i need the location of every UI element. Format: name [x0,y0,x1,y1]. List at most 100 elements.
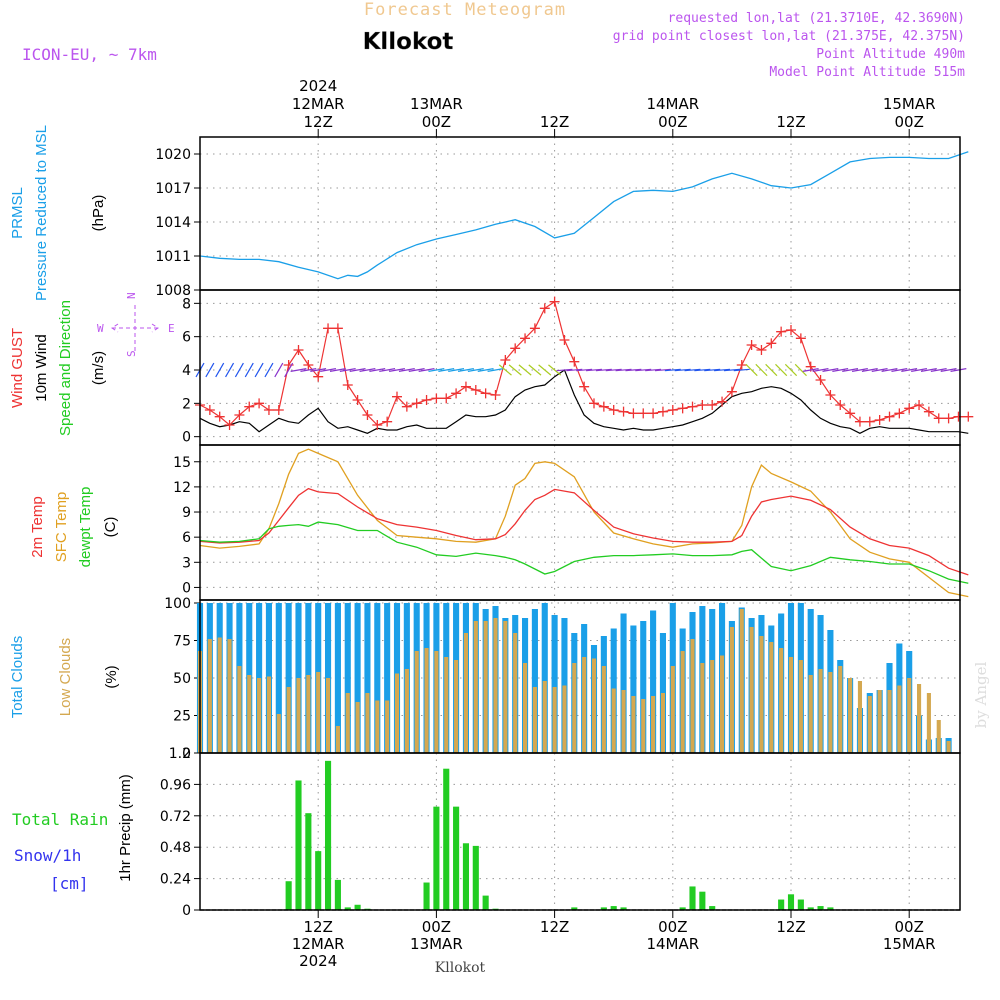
gust-marker [254,398,265,409]
total-cloud-bar [551,615,558,753]
low-cloud-bar [848,678,853,753]
compass-e: E [168,322,175,335]
rain-bar [482,895,489,910]
low-cloud-bar [818,669,823,753]
gust-marker [510,343,521,354]
wind-direction-arrow [398,368,415,372]
wind-direction-arrow [694,368,711,372]
time-label-top: 15MAR [883,95,936,113]
low-cloud-bar [355,702,360,753]
rain-bar [807,907,814,910]
wind-direction-arrow [871,368,888,372]
compass-s: S [125,350,138,357]
low-cloud-bar [207,639,212,753]
gust-marker [273,405,284,415]
axis-label: Pressure Reduced to MSL [33,125,50,301]
wind-direction-arrow [548,364,562,376]
low-cloud-bar [601,666,606,753]
gust-marker [480,388,491,399]
point-altitude: Point Altitude 490m [816,47,965,62]
rain-bar [354,904,361,910]
low-cloud-bar [651,696,656,753]
gust-marker [825,390,836,400]
tick-label-y: 0 [182,746,191,762]
low-cloud-bar [513,633,518,753]
tick-label-y: 0 [182,580,191,596]
axis-label: Speed and Direction [57,300,74,436]
low-cloud-bar [719,655,725,753]
wind-direction-arrow [950,368,967,372]
gust-marker [421,395,432,405]
panel-4: 0 25 50 75 100 [164,596,960,762]
wind-direction-arrow [901,368,918,372]
low-cloud-bar [365,693,370,753]
low-cloud-bar [739,609,744,753]
rain-bar [600,907,607,910]
gust-marker [746,340,757,350]
rain-bar [453,806,460,910]
total-cloud-bar [285,603,292,753]
rain-bar [334,879,341,910]
total-cloud-bar [344,603,351,753]
compass-w: W [97,322,104,335]
wind-direction-arrow [625,368,642,372]
gust-marker [884,411,895,422]
tick-label-y: 1020 [155,147,191,163]
wind-direction-arrow [498,364,512,376]
wind-direction-arrow [538,364,552,376]
rain-bar [462,843,470,910]
low-cloud-bar [877,690,882,753]
low-cloud-bar [562,685,567,753]
low-cloud-bar [532,687,537,753]
rain-bar [620,907,627,910]
low-cloud-bar [572,663,577,753]
time-label-top: 00Z [422,113,451,131]
wind-direction-arrow [714,368,731,372]
low-cloud-bar [414,651,419,753]
compass-n: N [125,292,138,299]
tick-label-y: 2 [182,396,191,412]
compass-rose [111,305,159,352]
low-cloud-bar [286,687,291,753]
time-label-bottom: 14MAR [646,935,699,953]
gust-marker [914,400,925,410]
gust-marker [569,356,580,367]
gust-marker [332,323,343,334]
time-label-bottom: 00Z [422,918,451,936]
time-label-top: 12MAR [292,95,345,113]
gust-marker [963,411,974,422]
tick-label-y: 9 [182,505,191,521]
wind-direction-arrow [438,368,455,372]
low-cloud-bar [907,678,912,753]
gust-marker [529,323,540,334]
gust-marker [204,405,215,415]
total-cloud-bar [531,609,538,753]
wind-direction-arrow [467,368,484,372]
gust-marker [795,333,806,344]
low-cloud-bar [857,681,863,753]
wind-direction-arrow [891,368,908,372]
low-cloud-bar [700,663,705,753]
wind-direction-arrow [585,368,603,372]
grid-point-coords: grid point closest lon,lat (21.375E, 42.… [613,29,965,44]
rain-bar [778,899,785,910]
gust-marker [490,390,501,400]
low-cloud-bar [729,627,734,753]
tick-label-y: 0 [182,430,191,446]
tick-label-y: 6 [182,530,191,546]
wind-direction-arrow [861,368,878,372]
axis-label: (m/s) [90,351,107,385]
low-cloud-bar [385,700,390,753]
wind-direction-arrow [654,368,671,372]
gust-marker [362,410,373,420]
low-cloud-bar [828,672,833,753]
wind-direction-arrow [674,368,691,372]
wind-direction-arrow [448,368,465,372]
axis-label: (C) [102,517,119,538]
wind-direction-arrow [704,368,721,372]
product-title: Forecast Meteogram [364,0,566,20]
gust-marker [313,371,324,382]
gust-marker [263,405,274,415]
wind-direction-arrow [881,368,898,372]
low-cloud-bar [345,693,350,753]
